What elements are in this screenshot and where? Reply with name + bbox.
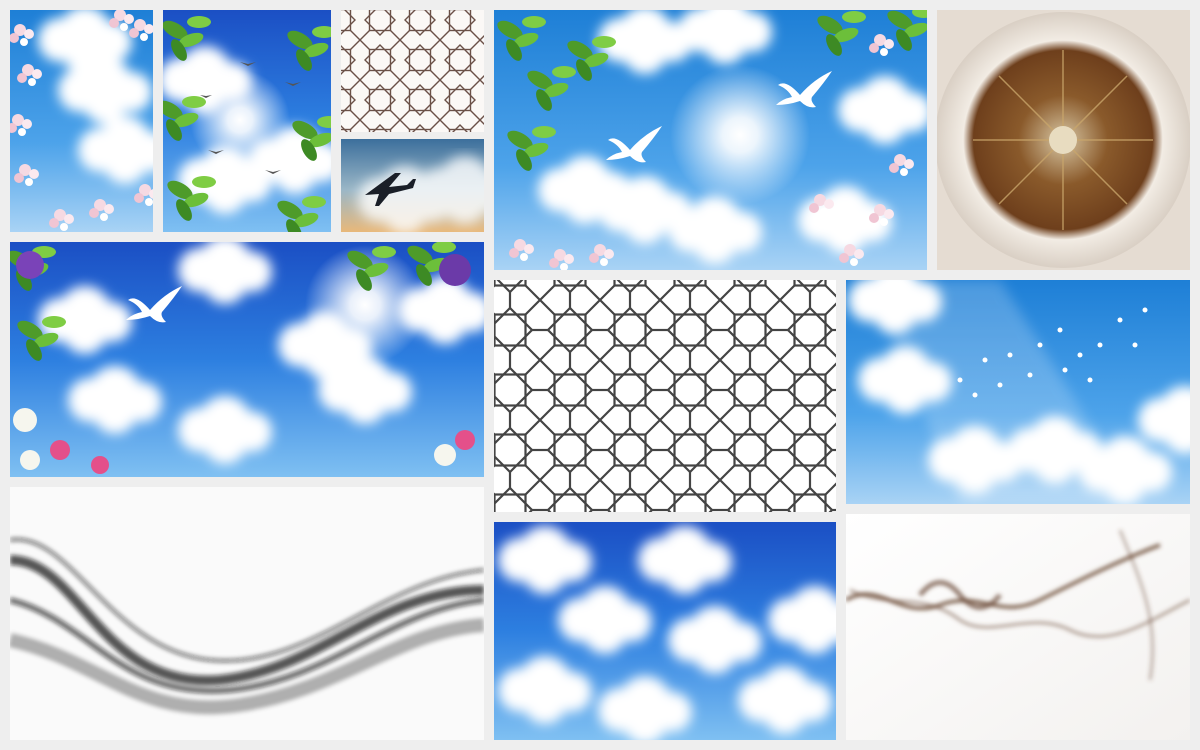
- pattern-tile: [494, 280, 836, 512]
- blossom-sky-tile: [10, 10, 153, 232]
- flock-sky-tile: [846, 280, 1190, 504]
- birds-sky-tile: [163, 10, 331, 232]
- doves-sky-tile: [494, 10, 927, 270]
- panorama-sky-tile: [10, 242, 484, 477]
- clouds-tile: [494, 522, 836, 740]
- smoke-tile: [846, 514, 1190, 740]
- pattern-tile: [341, 10, 484, 132]
- wave-tile: [10, 487, 484, 740]
- dome-tile: [937, 10, 1190, 270]
- airplane-tile: [341, 139, 484, 232]
